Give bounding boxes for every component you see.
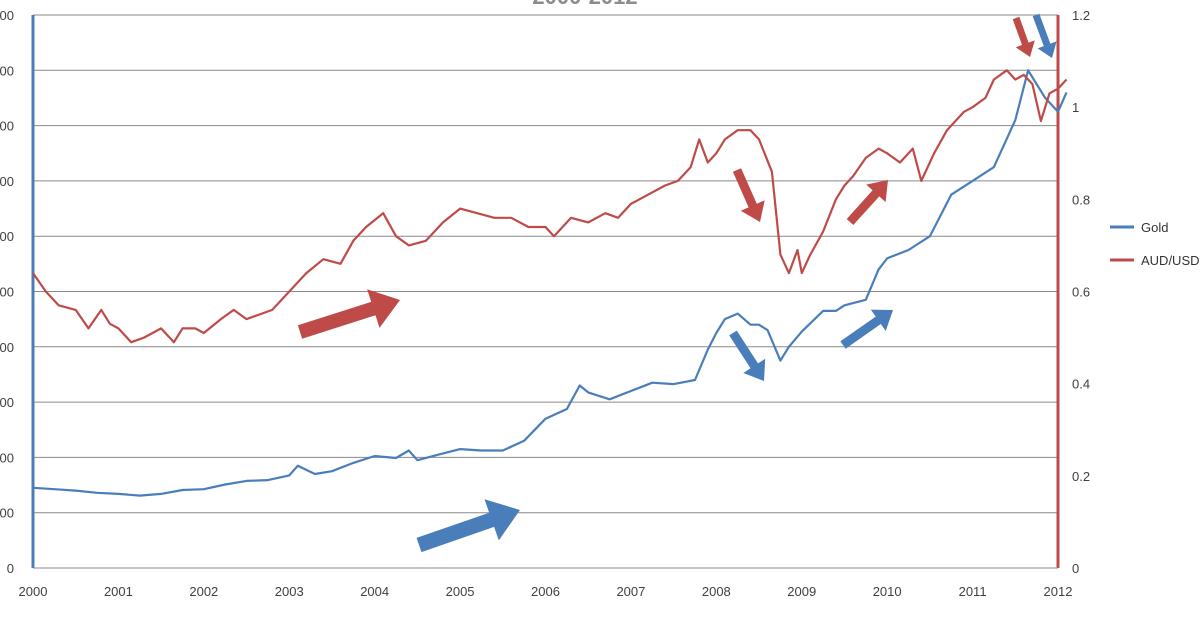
x-tick-label: 2011 bbox=[959, 584, 987, 599]
x-tick-label: 2007 bbox=[616, 584, 645, 599]
x-tick-label: 2006 bbox=[531, 584, 560, 599]
trend-arrow-down bbox=[729, 330, 766, 381]
series-line-gold bbox=[32, 69, 1068, 497]
x-tick-label: 2005 bbox=[446, 584, 475, 599]
trend-arrow-down bbox=[1032, 13, 1057, 59]
x-tick-label: 2010 bbox=[873, 584, 902, 599]
trend-arrows bbox=[297, 13, 1057, 553]
left-tick-label: 400 bbox=[0, 450, 14, 465]
series-lines bbox=[32, 69, 1068, 497]
left-tick-label: 2000 bbox=[0, 8, 14, 23]
legend: Gold AUD/USD bbox=[1110, 220, 1200, 268]
trend-arrow-up bbox=[840, 309, 893, 349]
left-tick-label: 200 bbox=[0, 506, 14, 521]
left-tick-label: 0 bbox=[7, 561, 14, 576]
x-tick-label: 2001 bbox=[104, 584, 133, 599]
right-tick-label: 1.2 bbox=[1072, 8, 1090, 23]
left-tick-label: 1600 bbox=[0, 119, 14, 134]
x-tick-label: 2009 bbox=[787, 584, 816, 599]
left-tick-label: 800 bbox=[0, 340, 14, 355]
right-tick-label: 0.2 bbox=[1072, 469, 1090, 484]
series-line-aud-usd bbox=[32, 69, 1068, 344]
x-tick-label: 2002 bbox=[189, 584, 218, 599]
left-tick-label: 600 bbox=[0, 395, 14, 410]
trend-arrow-up bbox=[416, 499, 520, 553]
right-tick-label: 0.4 bbox=[1072, 377, 1090, 392]
right-tick-label: 1 bbox=[1072, 100, 1079, 115]
trend-arrow-down bbox=[732, 168, 765, 222]
trend-arrow-up bbox=[297, 289, 400, 339]
gridlines bbox=[31, 14, 1060, 569]
x-tick-label: 2012 bbox=[1044, 584, 1073, 599]
legend-label: Gold bbox=[1141, 220, 1168, 235]
chart-title: 2000-2012 bbox=[532, 0, 637, 9]
trend-arrow-up bbox=[846, 180, 888, 225]
left-tick-label: 1000 bbox=[0, 285, 14, 300]
left-tick-label: 1400 bbox=[0, 174, 14, 189]
right-tick-label: 0.6 bbox=[1072, 285, 1090, 300]
x-axis-ticks: 2000 2001 2002 2003 2004 2005 2006 2007 2008 2009… bbox=[19, 584, 1073, 599]
right-axis-ticks: 0 0.2 0.4 0.6 0.8 1 1.2 bbox=[1072, 8, 1090, 576]
x-tick-label: 2003 bbox=[275, 584, 304, 599]
left-tick-label: 1800 bbox=[0, 63, 14, 78]
x-tick-label: 2008 bbox=[702, 584, 731, 599]
legend-label: AUD/USD bbox=[1141, 253, 1200, 268]
right-tick-label: 0.8 bbox=[1072, 192, 1090, 207]
right-tick-label: 0 bbox=[1072, 561, 1079, 576]
x-tick-label: 2000 bbox=[19, 584, 48, 599]
x-tick-label: 2004 bbox=[360, 584, 389, 599]
trend-arrow-down bbox=[1012, 16, 1035, 57]
